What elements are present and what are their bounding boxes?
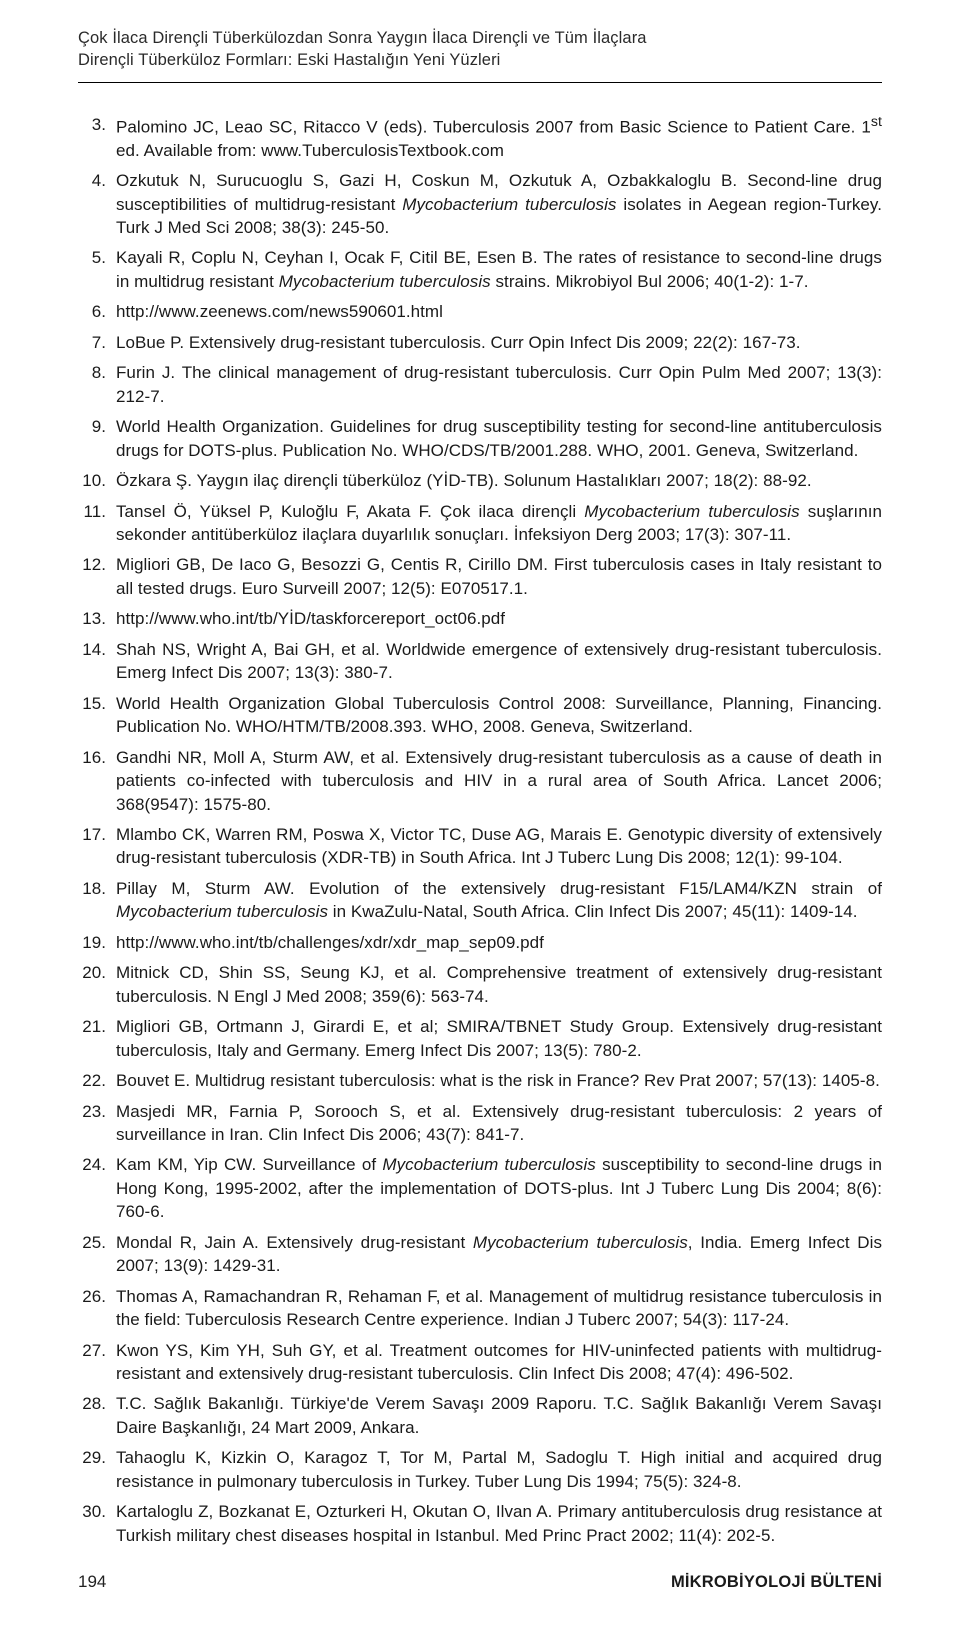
reference-item: 15.World Health Organization Global Tube… bbox=[78, 692, 882, 739]
reference-text: Masjedi MR, Farnia P, Sorooch S, et al. … bbox=[116, 1100, 882, 1147]
page-footer: 194 MİKROBİYOLOJİ BÜLTENİ bbox=[78, 1572, 882, 1592]
reference-number: 4. bbox=[78, 169, 116, 239]
page-number: 194 bbox=[78, 1572, 106, 1592]
reference-item: 30.Kartaloglu Z, Bozkanat E, Ozturkeri H… bbox=[78, 1500, 882, 1547]
reference-text: Migliori GB, De Iaco G, Besozzi G, Centi… bbox=[116, 553, 882, 600]
reference-item: 26.Thomas A, Ramachandran R, Rehaman F, … bbox=[78, 1285, 882, 1332]
reference-text: Kwon YS, Kim YH, Suh GY, et al. Treatmen… bbox=[116, 1339, 882, 1386]
reference-item: 24.Kam KM, Yip CW. Surveillance of Mycob… bbox=[78, 1153, 882, 1223]
reference-item: 12.Migliori GB, De Iaco G, Besozzi G, Ce… bbox=[78, 553, 882, 600]
reference-text: Furin J. The clinical management of drug… bbox=[116, 361, 882, 408]
reference-number: 22. bbox=[78, 1069, 116, 1092]
reference-text: Özkara Ş. Yaygın ilaç dirençli tüberkülo… bbox=[116, 469, 882, 492]
reference-text: Mlambo CK, Warren RM, Poswa X, Victor TC… bbox=[116, 823, 882, 870]
reference-item: 3.Palomino JC, Leao SC, Ritacco V (eds).… bbox=[78, 113, 882, 163]
reference-item: 4.Ozkutuk N, Surucuoglu S, Gazi H, Cosku… bbox=[78, 169, 882, 239]
running-head-line-2: Dirençli Tüberküloz Formları: Eski Hasta… bbox=[78, 50, 882, 72]
reference-number: 26. bbox=[78, 1285, 116, 1332]
reference-item: 29.Tahaoglu K, Kizkin O, Karagoz T, Tor … bbox=[78, 1446, 882, 1493]
reference-item: 20.Mitnick CD, Shin SS, Seung KJ, et al.… bbox=[78, 961, 882, 1008]
reference-item: 10.Özkara Ş. Yaygın ilaç dirençli tüberk… bbox=[78, 469, 882, 492]
reference-number: 30. bbox=[78, 1500, 116, 1547]
reference-number: 24. bbox=[78, 1153, 116, 1223]
reference-text: Shah NS, Wright A, Bai GH, et al. Worldw… bbox=[116, 638, 882, 685]
reference-item: 18.Pillay M, Sturm AW. Evolution of the … bbox=[78, 877, 882, 924]
reference-item: 25.Mondal R, Jain A. Extensively drug-re… bbox=[78, 1231, 882, 1278]
reference-text: Kam KM, Yip CW. Surveillance of Mycobact… bbox=[116, 1153, 882, 1223]
reference-item: 23.Masjedi MR, Farnia P, Sorooch S, et a… bbox=[78, 1100, 882, 1147]
reference-text: Tansel Ö, Yüksel P, Kuloğlu F, Akata F. … bbox=[116, 500, 882, 547]
reference-number: 15. bbox=[78, 692, 116, 739]
reference-number: 12. bbox=[78, 553, 116, 600]
reference-text: Kayali R, Coplu N, Ceyhan I, Ocak F, Cit… bbox=[116, 246, 882, 293]
running-head-line-1: Çok İlaca Dirençli Tüberkülozdan Sonra Y… bbox=[78, 28, 882, 50]
reference-item: 13.http://www.who.int/tb/YİD/taskforcere… bbox=[78, 607, 882, 630]
reference-number: 7. bbox=[78, 331, 116, 354]
reference-item: 8.Furin J. The clinical management of dr… bbox=[78, 361, 882, 408]
reference-number: 20. bbox=[78, 961, 116, 1008]
reference-number: 11. bbox=[78, 500, 116, 547]
reference-item: 14.Shah NS, Wright A, Bai GH, et al. Wor… bbox=[78, 638, 882, 685]
reference-text: Kartaloglu Z, Bozkanat E, Ozturkeri H, O… bbox=[116, 1500, 882, 1547]
journal-title: MİKROBİYOLOJİ BÜLTENİ bbox=[671, 1573, 882, 1592]
reference-item: 19.http://www.who.int/tb/challenges/xdr/… bbox=[78, 931, 882, 954]
reference-text: Pillay M, Sturm AW. Evolution of the ext… bbox=[116, 877, 882, 924]
reference-number: 28. bbox=[78, 1392, 116, 1439]
reference-item: 5.Kayali R, Coplu N, Ceyhan I, Ocak F, C… bbox=[78, 246, 882, 293]
reference-number: 29. bbox=[78, 1446, 116, 1493]
reference-number: 18. bbox=[78, 877, 116, 924]
reference-text: Thomas A, Ramachandran R, Rehaman F, et … bbox=[116, 1285, 882, 1332]
reference-text: http://www.who.int/tb/YİD/taskforcerepor… bbox=[116, 607, 882, 630]
reference-text: Migliori GB, Ortmann J, Girardi E, et al… bbox=[116, 1015, 882, 1062]
reference-item: 9.World Health Organization. Guidelines … bbox=[78, 415, 882, 462]
header-rule bbox=[78, 82, 882, 83]
reference-text: http://www.zeenews.com/news590601.html bbox=[116, 300, 882, 323]
reference-number: 25. bbox=[78, 1231, 116, 1278]
reference-number: 16. bbox=[78, 746, 116, 816]
reference-number: 13. bbox=[78, 607, 116, 630]
reference-text: Mitnick CD, Shin SS, Seung KJ, et al. Co… bbox=[116, 961, 882, 1008]
reference-number: 27. bbox=[78, 1339, 116, 1386]
reference-text: Ozkutuk N, Surucuoglu S, Gazi H, Coskun … bbox=[116, 169, 882, 239]
reference-text: T.C. Sağlık Bakanlığı. Türkiye'de Verem … bbox=[116, 1392, 882, 1439]
reference-number: 9. bbox=[78, 415, 116, 462]
reference-number: 14. bbox=[78, 638, 116, 685]
reference-text: Mondal R, Jain A. Extensively drug-resis… bbox=[116, 1231, 882, 1278]
reference-text: http://www.who.int/tb/challenges/xdr/xdr… bbox=[116, 931, 882, 954]
reference-item: 16.Gandhi NR, Moll A, Sturm AW, et al. E… bbox=[78, 746, 882, 816]
reference-number: 6. bbox=[78, 300, 116, 323]
reference-item: 6.http://www.zeenews.com/news590601.html bbox=[78, 300, 882, 323]
reference-number: 3. bbox=[78, 113, 116, 163]
reference-number: 8. bbox=[78, 361, 116, 408]
reference-item: 27.Kwon YS, Kim YH, Suh GY, et al. Treat… bbox=[78, 1339, 882, 1386]
reference-number: 17. bbox=[78, 823, 116, 870]
reference-text: World Health Organization. Guidelines fo… bbox=[116, 415, 882, 462]
reference-text: Tahaoglu K, Kizkin O, Karagoz T, Tor M, … bbox=[116, 1446, 882, 1493]
references-list: 3.Palomino JC, Leao SC, Ritacco V (eds).… bbox=[78, 113, 882, 1555]
reference-item: 21.Migliori GB, Ortmann J, Girardi E, et… bbox=[78, 1015, 882, 1062]
reference-item: 28.T.C. Sağlık Bakanlığı. Türkiye'de Ver… bbox=[78, 1392, 882, 1439]
reference-number: 19. bbox=[78, 931, 116, 954]
reference-item: 22.Bouvet E. Multidrug resistant tubercu… bbox=[78, 1069, 882, 1092]
reference-number: 10. bbox=[78, 469, 116, 492]
reference-item: 17.Mlambo CK, Warren RM, Poswa X, Victor… bbox=[78, 823, 882, 870]
running-head: Çok İlaca Dirençli Tüberkülozdan Sonra Y… bbox=[78, 28, 882, 72]
page: Çok İlaca Dirençli Tüberkülozdan Sonra Y… bbox=[0, 0, 960, 1630]
reference-text: Bouvet E. Multidrug resistant tuberculos… bbox=[116, 1069, 882, 1092]
reference-text: World Health Organization Global Tubercu… bbox=[116, 692, 882, 739]
reference-number: 21. bbox=[78, 1015, 116, 1062]
reference-number: 23. bbox=[78, 1100, 116, 1147]
reference-item: 11.Tansel Ö, Yüksel P, Kuloğlu F, Akata … bbox=[78, 500, 882, 547]
reference-text: Gandhi NR, Moll A, Sturm AW, et al. Exte… bbox=[116, 746, 882, 816]
reference-text: LoBue P. Extensively drug-resistant tube… bbox=[116, 331, 882, 354]
reference-item: 7.LoBue P. Extensively drug-resistant tu… bbox=[78, 331, 882, 354]
reference-number: 5. bbox=[78, 246, 116, 293]
reference-text: Palomino JC, Leao SC, Ritacco V (eds). T… bbox=[116, 113, 882, 163]
